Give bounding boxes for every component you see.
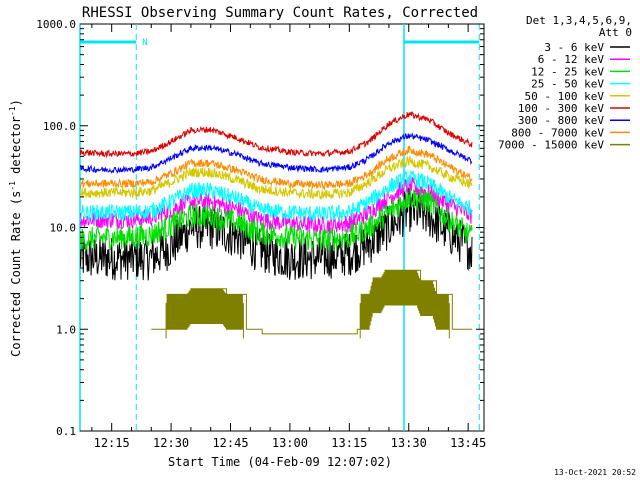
legend-header-line1: Det 1,3,4,5,6,9, <box>526 14 632 27</box>
series-line-6 <box>80 132 473 174</box>
legend-entry-label: 7000 - 15000 keV <box>498 139 604 152</box>
series-line-7 <box>80 145 473 191</box>
y-axis-label-part2: detector <box>9 116 23 181</box>
series-clip-group <box>80 110 473 339</box>
x-tick-label: 12:15 <box>94 436 130 450</box>
chart-title: RHESSI Observing Summary Count Rates, Co… <box>82 5 478 21</box>
legend-header-line2: Att 0 <box>599 26 632 39</box>
legend-entry-label: 3 - 6 keV <box>544 41 604 54</box>
series-layer <box>80 110 473 339</box>
x-tick-label: 12:30 <box>153 436 189 450</box>
x-tick-label: 13:30 <box>391 436 427 450</box>
legend-entry-label: 300 - 800 keV <box>518 114 604 127</box>
series-line-3 <box>80 169 473 223</box>
x-tick-label: 13:00 <box>272 436 308 450</box>
x-axis-label: Start Time (04-Feb-09 12:07:02) <box>168 455 392 469</box>
legend-entry-label: 25 - 50 keV <box>531 78 604 91</box>
series-line-2 <box>80 187 473 252</box>
y-axis-label-sup1: -1 <box>8 181 17 191</box>
y-axis-label: Corrected Count Rate (s-1 detector-1) <box>8 99 23 357</box>
series-line-8 <box>151 269 473 339</box>
y-tick-label: 0.1 <box>56 425 76 438</box>
x-tick-label: 12:45 <box>212 436 248 450</box>
series-line-4 <box>80 156 473 201</box>
series-line-5 <box>80 110 473 159</box>
series-line-1 <box>80 176 473 234</box>
y-tick-label: 1.0 <box>56 323 76 336</box>
y-axis-label-part3: ) <box>9 99 23 106</box>
legend-entry-label: 12 - 25 keV <box>531 65 604 78</box>
y-axis-label-part1: Corrected Count Rate (s <box>9 191 23 357</box>
flag-label: N <box>142 38 147 48</box>
y-axis-label-sup2: -1 <box>8 106 17 116</box>
y-tick-label: 1000.0 <box>36 18 76 31</box>
x-tick-label: 13:45 <box>450 436 486 450</box>
legend-entry-label: 50 - 100 keV <box>525 90 605 103</box>
axes-layer: 1000.0 100.0 10.0 1.0 0.1 12:15 12:30 12:45 13:0… <box>36 18 486 450</box>
y-tick-label: 10.0 <box>50 222 77 235</box>
x-tick-label: 13:15 <box>331 436 367 450</box>
legend-entry-label: 800 - 7000 keV <box>511 126 604 139</box>
legend-entry-label: 6 - 12 keV <box>538 53 605 66</box>
footer-date: 13-Oct-2021 20:52 <box>554 468 636 477</box>
legend-entry-label: 100 - 300 keV <box>518 102 604 115</box>
y-tick-label: 100.0 <box>43 120 76 133</box>
